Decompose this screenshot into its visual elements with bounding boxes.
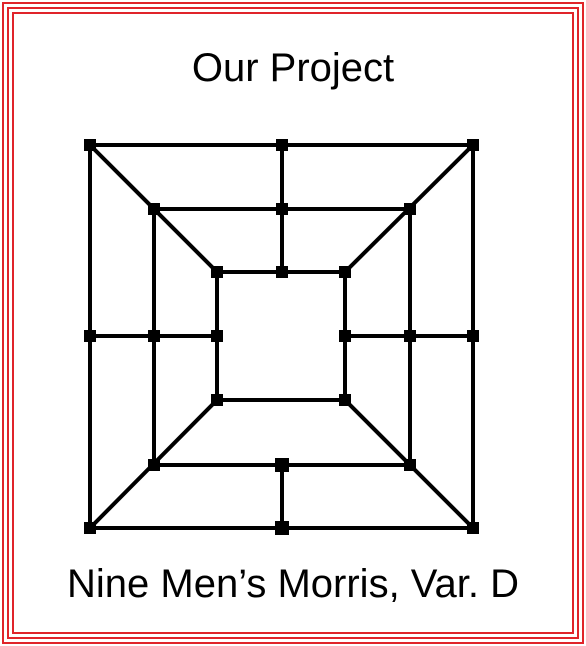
point: [148, 330, 160, 342]
inner-square: [217, 272, 345, 400]
board-caption: Nine Men’s Morris, Var. D: [0, 560, 586, 608]
point: [276, 139, 288, 151]
point: [211, 330, 223, 342]
point: [467, 139, 479, 151]
point: [467, 522, 479, 534]
point: [84, 139, 96, 151]
point: [275, 458, 289, 472]
point: [84, 522, 96, 534]
point: [148, 203, 160, 215]
point: [404, 459, 416, 471]
point: [339, 394, 351, 406]
point: [276, 203, 288, 215]
point: [404, 203, 416, 215]
point: [211, 266, 223, 278]
point: [148, 459, 160, 471]
point: [339, 330, 351, 342]
point: [339, 266, 351, 278]
point: [211, 394, 223, 406]
point: [467, 330, 479, 342]
point: [84, 330, 96, 342]
point: [275, 521, 289, 535]
point: [404, 330, 416, 342]
point: [276, 266, 288, 278]
